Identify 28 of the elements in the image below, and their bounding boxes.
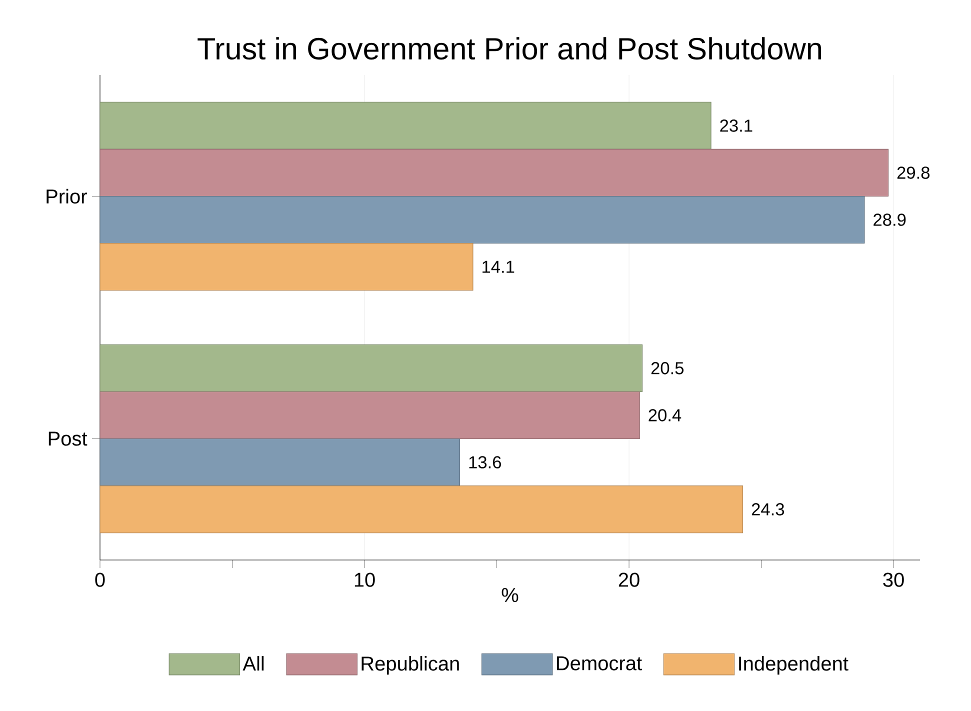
data-label: 28.9 — [874, 214, 906, 226]
x-tick-label: 30 — [883, 572, 904, 587]
data-label: 24.3 — [752, 503, 784, 516]
data-label: 29.8 — [897, 166, 930, 179]
legend-label: Independent — [739, 656, 848, 675]
legend-label: Democrat — [557, 656, 642, 670]
y-tick-label: Prior — [46, 188, 87, 204]
bar — [100, 243, 474, 291]
data-label: 14.1 — [482, 260, 514, 273]
data-label: 20.5 — [651, 362, 684, 374]
bar — [100, 196, 865, 244]
bar — [100, 148, 889, 197]
legend-label: Republican — [362, 656, 459, 675]
bar — [100, 391, 640, 440]
data-label: 20.4 — [648, 409, 682, 422]
chart-title: Trust in Government Prior and Post Shutdown — [198, 37, 821, 60]
x-tick-label: 20 — [618, 572, 640, 587]
bar — [100, 344, 643, 392]
bar — [100, 486, 744, 534]
data-label: 23.1 — [720, 120, 752, 132]
x-axis-title: % — [502, 588, 518, 602]
legend-label: All — [242, 656, 264, 671]
bar — [100, 438, 460, 486]
x-tick-label: 0 — [95, 572, 105, 587]
bar — [100, 102, 712, 150]
x-tick-label: 10 — [354, 572, 375, 587]
data-label: 13.6 — [469, 456, 501, 468]
y-tick-label: Post — [48, 432, 88, 446]
